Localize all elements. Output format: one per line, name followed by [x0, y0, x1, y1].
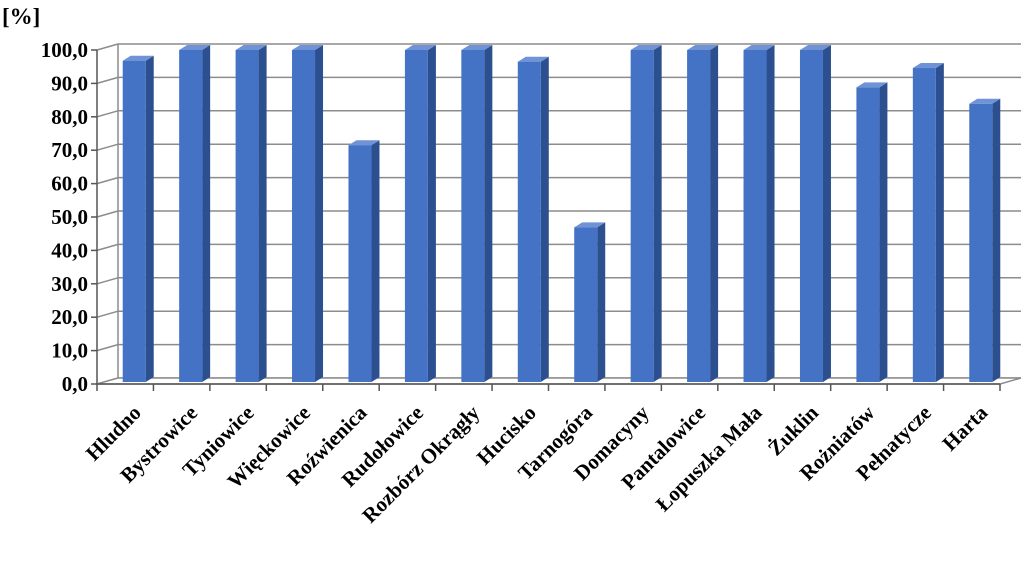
- y-tick-label: 20,0: [51, 305, 88, 329]
- gridline-depth: [96, 310, 119, 318]
- bar-side: [315, 45, 324, 382]
- bar: [743, 45, 775, 382]
- bar: [348, 140, 380, 382]
- bar-side: [371, 140, 380, 382]
- bar: [235, 45, 267, 382]
- bar-side: [145, 55, 154, 383]
- gridline-depth: [96, 43, 119, 51]
- bar: [799, 45, 831, 382]
- bar-top: [743, 45, 775, 50]
- bar-side: [597, 222, 606, 382]
- x-category-label: Harta: [937, 400, 992, 455]
- bar-front: [122, 60, 146, 383]
- bar-side: [540, 56, 549, 382]
- bar-top: [912, 63, 944, 69]
- bar: [574, 222, 606, 382]
- bar: [179, 45, 211, 382]
- x-category-labels: HludnoBystrowiceTyniowiceWięckowiceRoźwi…: [81, 400, 993, 528]
- bar-side: [484, 45, 493, 382]
- gridline-depth: [96, 243, 119, 252]
- bar-side: [427, 45, 436, 382]
- gridline-depth: [96, 76, 119, 85]
- bar-side: [710, 45, 719, 382]
- y-tick-label: 0,0: [62, 372, 88, 396]
- gridline-depth: [96, 176, 119, 185]
- bar: [404, 45, 436, 382]
- gridline-depth: [96, 277, 119, 285]
- bar-front: [235, 50, 259, 382]
- y-tick-label: 100,0: [41, 38, 88, 62]
- bar-side: [879, 82, 888, 383]
- bar-side: [653, 45, 662, 382]
- y-tick-label: 40,0: [51, 238, 88, 262]
- y-tick-label: 80,0: [51, 105, 88, 129]
- bar-top: [799, 45, 831, 50]
- y-axis-unit-label: [%]: [2, 4, 40, 29]
- y-tick-label: 30,0: [51, 272, 88, 296]
- bar-front: [912, 68, 936, 382]
- gridline-depth: [96, 110, 119, 118]
- y-tick-label: 60,0: [51, 172, 88, 196]
- bar-top: [517, 56, 549, 62]
- bar: [517, 56, 549, 382]
- bar-front: [969, 103, 993, 383]
- bar-top: [574, 222, 606, 228]
- bar: [122, 55, 154, 383]
- bar: [630, 45, 662, 382]
- bar-top: [856, 82, 888, 88]
- bar-side: [202, 45, 211, 382]
- bar-top: [348, 140, 380, 146]
- bar-front: [404, 50, 428, 382]
- y-tick-label: 50,0: [51, 205, 88, 229]
- gridline-depth: [96, 210, 119, 218]
- gridline-depth: [96, 343, 119, 352]
- bar-front: [179, 50, 203, 382]
- bar-side: [822, 45, 831, 382]
- bar-side: [258, 45, 267, 382]
- bar-top: [179, 45, 211, 50]
- bar: [912, 63, 944, 382]
- bar-front: [799, 50, 823, 382]
- bar-side: [935, 63, 944, 382]
- bar: [856, 82, 888, 383]
- y-tick-label: 10,0: [51, 339, 88, 363]
- gridline-depth: [96, 143, 119, 151]
- bar-front: [292, 50, 316, 382]
- bar-front: [461, 50, 485, 382]
- bar: [969, 98, 1001, 383]
- bar: [461, 45, 493, 382]
- bar-front: [687, 50, 711, 382]
- y-tick-labels: 0,0 10,0 20,0 30,0 40,0 50,0 60,0 70,0 80,0 90,0 1…: [41, 38, 88, 396]
- bar-front: [743, 50, 767, 382]
- bar-top: [122, 55, 154, 61]
- bar-front: [574, 227, 598, 382]
- bar-top: [292, 45, 324, 50]
- bar: [687, 45, 719, 382]
- y-tick-label: 70,0: [51, 138, 88, 162]
- bar-top: [969, 98, 1001, 104]
- bar-top: [461, 45, 493, 50]
- bar-side: [992, 98, 1001, 383]
- bar-top: [630, 45, 662, 50]
- bar-front: [517, 61, 541, 382]
- bar: [292, 45, 324, 382]
- y-tick-label: 90,0: [51, 71, 88, 95]
- bar-front: [856, 87, 880, 383]
- bar-front: [348, 145, 372, 382]
- bar-front: [630, 50, 654, 382]
- bar-top: [687, 45, 719, 50]
- bar-side: [766, 45, 775, 382]
- bars: [122, 45, 1001, 383]
- axes: [91, 44, 1022, 391]
- bar-top: [235, 45, 267, 50]
- bar-top: [404, 45, 436, 50]
